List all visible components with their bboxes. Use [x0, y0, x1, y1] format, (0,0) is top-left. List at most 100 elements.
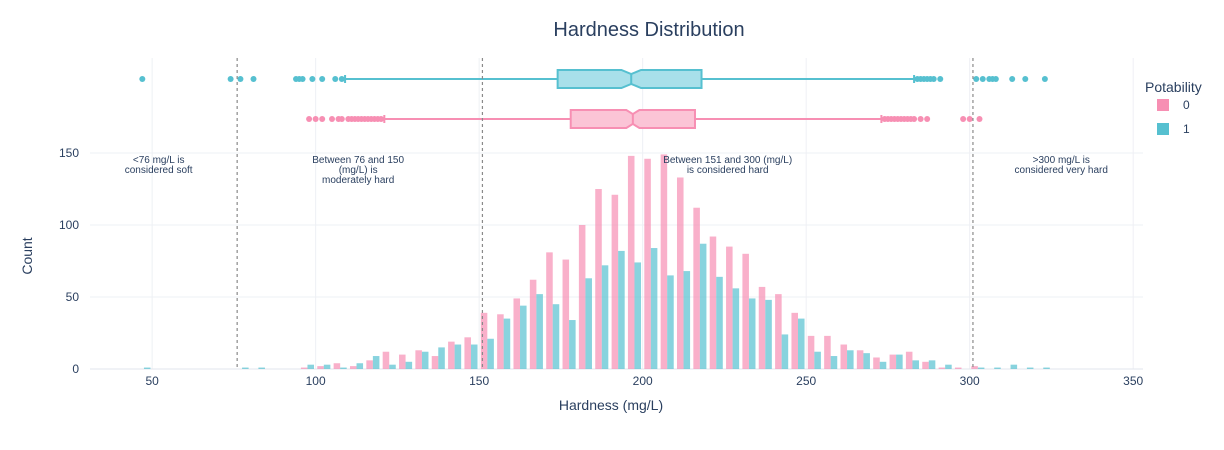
histogram-bar-1: [242, 367, 249, 369]
histogram-bar-1: [683, 271, 691, 369]
box-outlier-1: [227, 76, 234, 82]
legend-items: 01: [1157, 98, 1190, 136]
histogram-bar-1: [945, 364, 952, 369]
histogram-bar-1: [781, 334, 789, 369]
histogram-bar-1: [470, 344, 478, 369]
histogram-bars: [143, 154, 1050, 369]
histogram-bar-0: [431, 356, 439, 369]
histogram-bar-1: [748, 298, 756, 369]
histogram-bar-0: [922, 361, 929, 369]
histogram-bar-0: [873, 357, 880, 369]
histogram-bar-1: [814, 351, 821, 369]
legend-swatch-1: [1157, 123, 1169, 135]
box-outlier-1: [332, 76, 339, 82]
box-plots: [139, 69, 1048, 129]
legend-label-0: 0: [1183, 98, 1190, 112]
histogram-bar-0: [333, 363, 341, 369]
box-outlier-0: [319, 116, 326, 122]
box-outlier-0: [911, 116, 918, 122]
histogram-bar-0: [709, 236, 717, 369]
histogram-bar-0: [578, 225, 586, 369]
annotation-line: (mg/L) is: [339, 165, 378, 176]
box-outlier-1: [1041, 76, 1048, 82]
histogram-bar-1: [732, 288, 740, 369]
histogram-bar-1: [552, 304, 560, 369]
histogram-bar-0: [399, 354, 406, 369]
histogram-bar-0: [889, 354, 897, 369]
box-outlier-1: [937, 76, 944, 82]
histogram-bar-1: [912, 360, 919, 369]
x-tick-label: 300: [960, 374, 980, 388]
legend-label-1: 1: [1183, 122, 1190, 136]
histogram-bar-0: [546, 252, 553, 369]
histogram-bar-0: [366, 360, 373, 369]
histogram-bar-0: [856, 350, 864, 369]
histogram-bar-0: [300, 367, 308, 369]
histogram-bar-0: [742, 253, 749, 369]
annotation-line: Between 76 and 150: [312, 155, 404, 166]
box-outlier-1: [1022, 76, 1029, 82]
histogram-bar-1: [405, 361, 413, 369]
y-axis-title: Count: [19, 237, 35, 274]
histogram-bar-1: [650, 248, 658, 369]
box-outlier-0: [966, 116, 973, 122]
histogram-bar-0: [644, 158, 651, 369]
histogram-bar-1: [797, 318, 805, 369]
box-outlier-1: [1009, 76, 1016, 82]
y-tick-label: 0: [72, 362, 79, 376]
histogram-bar-1: [143, 367, 151, 369]
histogram-bar-1: [847, 350, 854, 369]
histogram-bar-0: [791, 312, 798, 369]
histogram-bar-1: [323, 364, 331, 369]
histogram-bar-0: [938, 367, 946, 369]
annotation-text: >300 mg/L is considered very hard: [1015, 155, 1108, 176]
histogram-bar-0: [824, 335, 831, 369]
histogram-bar-0: [775, 294, 782, 369]
box-outlier-1: [309, 76, 316, 82]
histogram-bar-1: [421, 351, 429, 369]
box-outlier-0: [917, 116, 924, 122]
histogram-bar-0: [726, 246, 733, 369]
histogram-bar-1: [994, 367, 1001, 369]
histogram-bar-0: [758, 286, 766, 369]
histogram-bar-1: [340, 367, 347, 369]
histogram-bar-1: [389, 364, 396, 369]
annotation-line: Between 151 and 300 (mg/L): [663, 155, 792, 166]
histogram-bar-1: [667, 275, 674, 369]
box-outlier-1: [992, 76, 999, 82]
histogram-bar-1: [896, 354, 903, 369]
legend-swatch-0: [1157, 99, 1169, 111]
annotation-line: is considered hard: [687, 165, 769, 176]
histogram-bar-1: [307, 364, 315, 369]
box-outlier-1: [299, 76, 306, 82]
box-outlier-0: [306, 116, 313, 122]
box-outlier-1: [979, 76, 986, 82]
annotation-line: moderately hard: [322, 175, 394, 186]
annotation-text: <76 mg/L is considered soft: [125, 155, 193, 176]
histogram-bar-1: [618, 250, 625, 369]
box-outlier-1: [250, 76, 257, 82]
histogram-bar-0: [382, 351, 390, 369]
histogram-bar-0: [513, 298, 521, 369]
histogram-bar-0: [595, 189, 602, 369]
histogram-bar-0: [562, 259, 570, 369]
annotation-line: considered very hard: [1015, 165, 1108, 176]
box-outlier-0: [312, 116, 319, 122]
histogram-bar-1: [536, 294, 543, 369]
histogram-bar-1: [520, 305, 527, 369]
legend-title: Potability: [1145, 79, 1202, 95]
x-tick-label: 50: [145, 374, 159, 388]
histogram-bar-1: [830, 356, 838, 369]
histogram-bar-0: [611, 194, 619, 369]
histogram-bar-1: [601, 265, 609, 369]
histogram-bar-0: [693, 207, 700, 369]
histogram-bar-1: [258, 367, 265, 369]
histogram-bar-0: [840, 344, 848, 369]
histogram-bar-1: [716, 276, 723, 369]
histogram-bar-0: [971, 366, 978, 369]
histogram-bar-0: [349, 366, 357, 369]
box-outlier-1: [973, 76, 980, 82]
histogram-bar-1: [487, 338, 494, 369]
x-tick-label: 200: [633, 374, 653, 388]
